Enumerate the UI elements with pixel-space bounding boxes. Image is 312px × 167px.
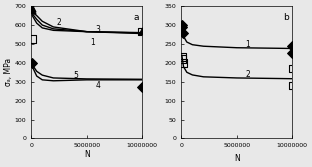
Point	[140, 29, 145, 32]
Point	[179, 24, 184, 26]
Point	[181, 31, 186, 34]
X-axis label: N: N	[234, 154, 240, 163]
Text: 2: 2	[56, 18, 61, 27]
Point	[181, 61, 186, 64]
Text: a: a	[133, 13, 139, 22]
Point	[29, 61, 34, 64]
Text: 2: 2	[246, 70, 250, 79]
Point	[29, 38, 34, 41]
Point	[290, 84, 295, 87]
Text: b: b	[283, 13, 289, 22]
Y-axis label: σₐ, MPa: σₐ, MPa	[4, 58, 13, 86]
Point	[29, 7, 34, 9]
Text: 1: 1	[246, 40, 250, 49]
Text: 5: 5	[73, 71, 78, 80]
Point	[290, 44, 295, 47]
Point	[140, 30, 145, 33]
Point	[140, 86, 145, 89]
Point	[290, 67, 295, 70]
Point	[30, 87, 35, 90]
Text: 3: 3	[95, 25, 100, 34]
X-axis label: N: N	[84, 150, 90, 159]
Point	[140, 87, 145, 90]
Point	[30, 9, 35, 11]
Point	[29, 61, 34, 64]
Point	[180, 58, 185, 60]
Point	[290, 52, 295, 55]
Point	[180, 26, 185, 28]
Text: 4: 4	[95, 81, 100, 90]
Text: 1: 1	[90, 38, 95, 47]
Point	[179, 56, 184, 58]
